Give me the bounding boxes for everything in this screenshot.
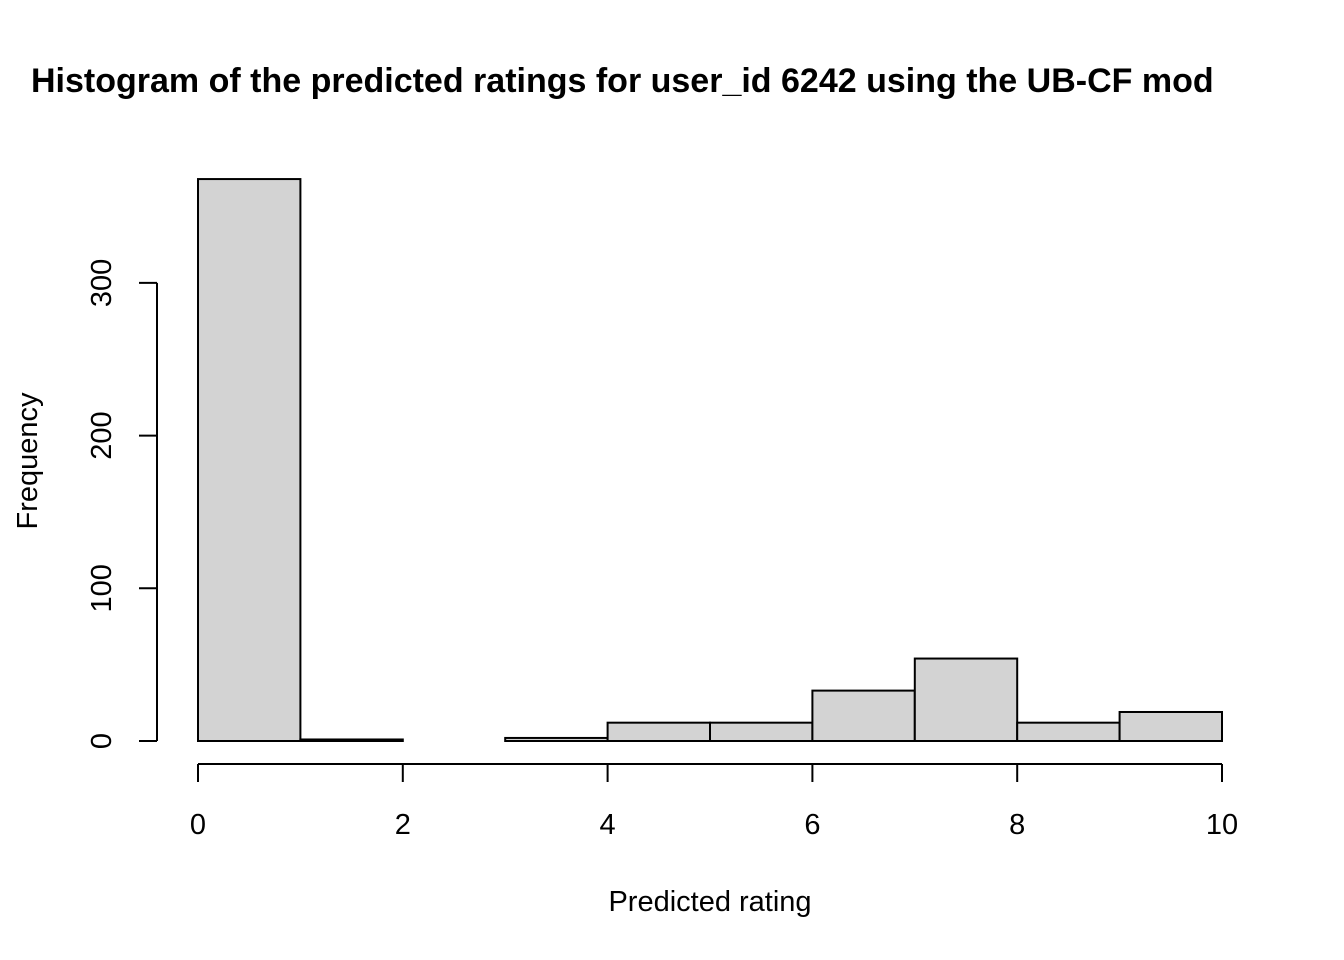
x-tick-label-2: 4 xyxy=(600,809,616,841)
histogram-bar-9 xyxy=(1118,710,1223,742)
chart-title: Histogram of the predicted ratings for u… xyxy=(31,62,1214,100)
y-axis: 0 100 200 300 xyxy=(86,259,158,749)
histogram-bar-0 xyxy=(197,178,302,742)
histogram-bar-8 xyxy=(1016,721,1121,743)
histogram-bar-3 xyxy=(504,736,609,742)
x-tick-label-1: 2 xyxy=(395,809,411,841)
histogram-bar-5 xyxy=(709,721,814,743)
histogram-bar-6 xyxy=(811,689,916,743)
y-tick-label-2: 200 xyxy=(86,411,118,459)
histogram-bar-4 xyxy=(606,721,711,743)
x-tick-label-0: 0 xyxy=(190,809,206,841)
y-tick-label-0: 0 xyxy=(86,733,118,749)
x-tick-label-3: 6 xyxy=(804,809,820,841)
histogram-bar-7 xyxy=(913,657,1019,742)
histogram-bar-1 xyxy=(299,738,404,743)
histogram-bars xyxy=(197,178,1223,743)
x-axis-label: Predicted rating xyxy=(608,886,811,918)
x-tick-label-4: 8 xyxy=(1009,809,1025,841)
y-tick-label-3: 300 xyxy=(86,259,118,307)
y-axis-label: Frequency xyxy=(12,392,44,530)
x-tick-label-5: 10 xyxy=(1206,809,1238,841)
y-tick-label-1: 100 xyxy=(86,564,118,612)
x-axis: 0 2 4 6 8 10 xyxy=(190,763,1238,841)
